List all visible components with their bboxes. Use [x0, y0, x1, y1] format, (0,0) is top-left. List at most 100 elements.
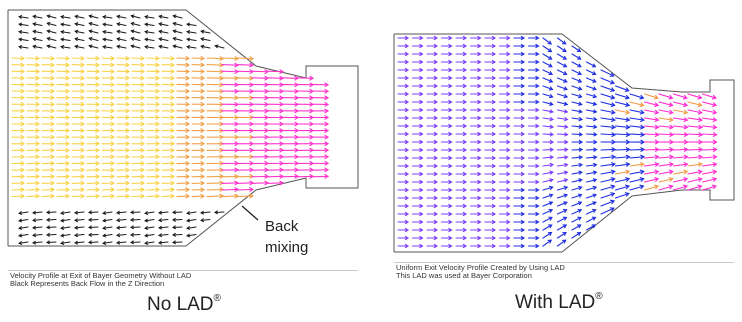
velocity-arrow [18, 22, 29, 27]
velocity-arrow [41, 180, 56, 186]
velocity-arrow [440, 35, 453, 41]
velocity-arrow [672, 93, 688, 100]
velocity-arrow [116, 174, 131, 180]
velocity-arrow [629, 132, 646, 138]
velocity-arrow [513, 195, 526, 201]
velocity-arrow [542, 170, 554, 175]
velocity-arrow [411, 91, 424, 97]
velocity-arrow [498, 115, 511, 121]
velocity-arrow [144, 210, 155, 216]
velocity-arrow [687, 169, 703, 175]
velocity-arrow [71, 147, 86, 153]
velocity-arrow [556, 132, 569, 137]
velocity-arrow [236, 56, 255, 62]
velocity-arrow [131, 174, 146, 180]
velocity-arrow [469, 195, 482, 201]
velocity-arrow [469, 51, 482, 57]
velocity-arrow [542, 201, 554, 207]
velocity-arrow [411, 179, 424, 185]
velocity-arrow [130, 21, 141, 26]
velocity-arrow [455, 219, 468, 225]
velocity-arrow [158, 37, 169, 42]
velocity-arrow [221, 69, 240, 75]
velocity-arrow [56, 88, 71, 94]
velocity-arrow [56, 180, 71, 186]
velocity-arrow [311, 134, 330, 140]
velocity-arrow [146, 174, 161, 180]
velocity-arrow [266, 154, 285, 160]
velocity-arrow [585, 77, 597, 83]
velocity-arrow [131, 147, 146, 153]
velocity-arrow [161, 180, 176, 186]
velocity-arrow [102, 14, 113, 20]
velocity-arrow [74, 37, 85, 42]
velocity-arrow [101, 128, 116, 134]
velocity-arrow [426, 155, 439, 161]
velocity-arrow [11, 128, 26, 134]
velocity-arrow [556, 232, 567, 239]
velocity-arrow [146, 147, 161, 153]
velocity-arrow [527, 147, 540, 153]
velocity-arrow [221, 128, 240, 134]
velocity-arrow [585, 155, 598, 160]
velocity-arrow [71, 134, 86, 140]
velocity-arrow [236, 62, 255, 68]
velocity-arrow [206, 193, 225, 199]
velocity-arrow [101, 101, 116, 107]
velocity-arrow [71, 108, 86, 114]
velocity-arrow [643, 93, 659, 100]
velocity-arrow [440, 195, 453, 201]
velocity-arrow [411, 139, 424, 145]
velocity-arrow [146, 187, 161, 193]
velocity-arrow [469, 59, 482, 65]
velocity-arrow [116, 108, 131, 114]
velocity-arrow [88, 14, 99, 19]
velocity-arrow [32, 37, 43, 42]
velocity-arrow [455, 171, 468, 177]
velocity-arrow [397, 179, 410, 185]
velocity-arrow [86, 134, 101, 140]
velocity-arrow [527, 115, 540, 121]
velocity-arrow [206, 88, 225, 94]
velocity-arrow [172, 36, 183, 41]
velocity-arrow [191, 187, 206, 193]
velocity-arrow [469, 211, 482, 217]
velocity-arrow [527, 171, 540, 177]
velocity-arrow [101, 82, 116, 88]
velocity-arrow [131, 75, 146, 81]
velocity-arrow [236, 154, 255, 160]
velocity-arrow [614, 184, 630, 191]
velocity-arrow [130, 44, 141, 49]
velocity-arrow [469, 163, 482, 169]
velocity-arrow [86, 88, 101, 94]
velocity-arrow [527, 75, 540, 81]
velocity-arrow [18, 14, 29, 20]
velocity-arrow [311, 160, 330, 166]
velocity-arrow [469, 171, 482, 177]
velocity-arrow [176, 108, 191, 114]
velocity-arrow [102, 240, 113, 246]
velocity-arrow [32, 218, 43, 223]
velocity-arrow [556, 101, 569, 106]
velocity-arrow [116, 22, 127, 27]
velocity-arrow [176, 88, 191, 94]
velocity-arrow [18, 210, 29, 216]
velocity-arrow [101, 141, 116, 147]
velocity-arrow [614, 132, 631, 138]
velocity-arrow [236, 186, 255, 193]
velocity-arrow [116, 141, 131, 147]
velocity-arrow [484, 91, 497, 97]
velocity-arrow [221, 95, 240, 101]
velocity-arrow [571, 216, 582, 223]
velocity-arrow [440, 219, 453, 225]
velocity-arrow [191, 101, 206, 107]
velocity-arrow [86, 62, 101, 68]
velocity-arrow [411, 147, 424, 153]
velocity-arrow [484, 219, 497, 225]
velocity-arrow [484, 243, 497, 249]
velocity-arrow [266, 160, 285, 166]
velocity-arrow [60, 218, 71, 223]
velocity-arrow [26, 121, 41, 127]
velocity-arrow [221, 186, 240, 193]
velocity-arrow [186, 233, 197, 238]
